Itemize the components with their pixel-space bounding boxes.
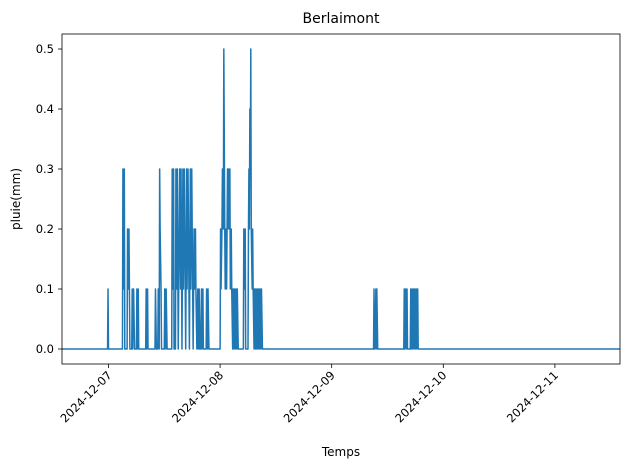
y-axis: 0.0 0.1 0.2 0.3 0.4 0.5 [36,42,62,356]
x-axis: 2024-12-07 2024-12-08 2024-12-09 2024-12-10… [57,364,561,425]
x-tick-label: 2024-12-10 [392,368,449,425]
x-tick-label: 2024-12-07 [57,368,114,425]
y-tick-label: 0.1 [36,282,54,296]
plot-area [62,48,620,350]
y-tick-label: 0.4 [36,102,54,116]
y-axis-label: pluie(mm) [9,168,23,230]
y-tick-label: 0.2 [36,222,54,236]
y-tick-label: 0.0 [36,342,54,356]
chart-title: Berlaimont [303,11,380,27]
y-tick-label: 0.3 [36,162,54,176]
x-tick-label: 2024-12-09 [281,368,338,425]
y-tick-label: 0.5 [36,42,54,56]
x-axis-label: Temps [321,445,360,459]
x-tick-label: 2024-12-11 [504,368,561,425]
x-tick-label: 2024-12-08 [169,368,226,425]
axes-frame [61,33,621,365]
series-line-pluie [62,48,620,350]
